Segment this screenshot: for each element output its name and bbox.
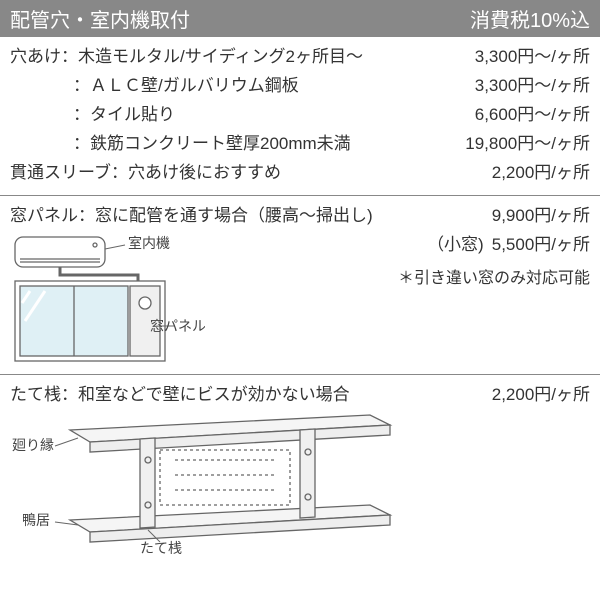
table-row: 穴あけ：木造モルタル/サイディング2ヶ所目～ 3,300円～/ヶ所	[10, 43, 590, 72]
hole-label: 穴あけ：木造モルタル/サイディング2ヶ所目～	[10, 43, 467, 72]
window-label: （小窓)	[215, 231, 484, 260]
window-diagram: 室内機 窓パネル	[10, 231, 205, 366]
tatezan-label: たて桟：和室などで壁にビスが効かない場合	[10, 381, 484, 410]
window-label: 窓パネル：窓に配管を通す場合（腰高～掃出し)	[10, 202, 484, 231]
window-price: 9,900円/ヶ所	[492, 202, 590, 231]
hole-price: 3,300円～/ヶ所	[475, 72, 590, 101]
header-bar: 配管穴・室内機取付 消費税10%込	[0, 0, 600, 37]
table-row: ：ＡＬＣ壁/ガルバリウム鋼板 3,300円～/ヶ所	[10, 72, 590, 101]
svg-text:窓パネル: 窓パネル	[150, 318, 205, 334]
sleeve-label: 貫通スリーブ：穴あけ後におすすめ	[10, 159, 484, 188]
hole-label: ：鉄筋コンクリート壁厚200mm未満	[10, 130, 457, 159]
hole-price: 6,600円～/ヶ所	[475, 101, 590, 130]
hole-price: 19,800円～/ヶ所	[465, 130, 590, 159]
sleeve-price: 2,200円/ヶ所	[492, 159, 590, 188]
svg-text:たて桟: たて桟	[140, 540, 182, 555]
window-note: ＊引き違い窓のみ対応可能	[215, 264, 590, 288]
table-row: たて桟：和室などで壁にビスが効かない場合 2,200円/ヶ所	[10, 381, 590, 410]
svg-text:室内機: 室内機	[128, 235, 170, 251]
table-row: （小窓) 5,500円/ヶ所	[215, 231, 590, 260]
hole-label: ：ＡＬＣ壁/ガルバリウム鋼板	[10, 72, 467, 101]
hole-price: 3,300円～/ヶ所	[475, 43, 590, 72]
hole-label: ：タイル貼り	[10, 101, 467, 130]
header-tax: 消費税10%込	[470, 4, 590, 33]
window-section: 窓パネル：窓に配管を通す場合（腰高～掃出し) 9,900円/ヶ所	[0, 196, 600, 375]
table-row: 貫通スリーブ：穴あけ後におすすめ 2,200円/ヶ所	[10, 159, 590, 188]
window-price: 5,500円/ヶ所	[492, 231, 590, 260]
table-row: ：タイル貼り 6,600円～/ヶ所	[10, 101, 590, 130]
tatezan-section: たて桟：和室などで壁にビスが効かない場合 2,200円/ヶ所 廻り縁	[0, 375, 600, 563]
holes-section: 穴あけ：木造モルタル/サイディング2ヶ所目～ 3,300円～/ヶ所 ：ＡＬＣ壁/…	[0, 37, 600, 196]
header-title: 配管穴・室内機取付	[10, 4, 190, 33]
table-row: 窓パネル：窓に配管を通す場合（腰高～掃出し) 9,900円/ヶ所	[10, 202, 590, 231]
tatezan-diagram: 廻り縁 鴨居 たて桟	[10, 410, 590, 555]
svg-text:廻り縁: 廻り縁	[12, 437, 54, 453]
svg-text:鴨居: 鴨居	[22, 512, 50, 528]
tatezan-price: 2,200円/ヶ所	[492, 381, 590, 410]
table-row: ：鉄筋コンクリート壁厚200mm未満 19,800円～/ヶ所	[10, 130, 590, 159]
